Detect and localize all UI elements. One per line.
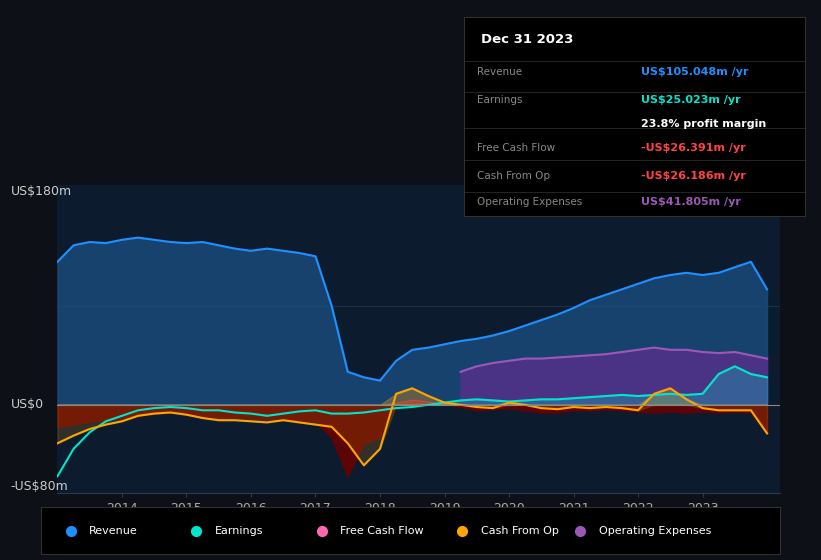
Text: US$41.805m /yr: US$41.805m /yr	[641, 197, 741, 207]
Text: -US$26.186m /yr: -US$26.186m /yr	[641, 171, 746, 181]
Text: -US$80m: -US$80m	[11, 480, 68, 493]
Text: US$180m: US$180m	[11, 185, 71, 198]
Text: Revenue: Revenue	[89, 526, 138, 535]
Text: 23.8% profit margin: 23.8% profit margin	[641, 119, 766, 129]
Text: -US$26.391m /yr: -US$26.391m /yr	[641, 143, 745, 153]
Text: Cash From Op: Cash From Op	[481, 526, 558, 535]
Text: Dec 31 2023: Dec 31 2023	[481, 32, 573, 46]
Text: Operating Expenses: Operating Expenses	[478, 197, 583, 207]
Text: US$25.023m /yr: US$25.023m /yr	[641, 95, 741, 105]
Text: US$105.048m /yr: US$105.048m /yr	[641, 67, 749, 77]
Text: Free Cash Flow: Free Cash Flow	[341, 526, 424, 535]
Text: Cash From Op: Cash From Op	[478, 171, 551, 181]
Text: Earnings: Earnings	[478, 95, 523, 105]
Text: Earnings: Earnings	[215, 526, 264, 535]
Text: US$0: US$0	[11, 398, 44, 411]
Text: Free Cash Flow: Free Cash Flow	[478, 143, 556, 153]
Text: Revenue: Revenue	[478, 67, 523, 77]
Text: Operating Expenses: Operating Expenses	[599, 526, 711, 535]
